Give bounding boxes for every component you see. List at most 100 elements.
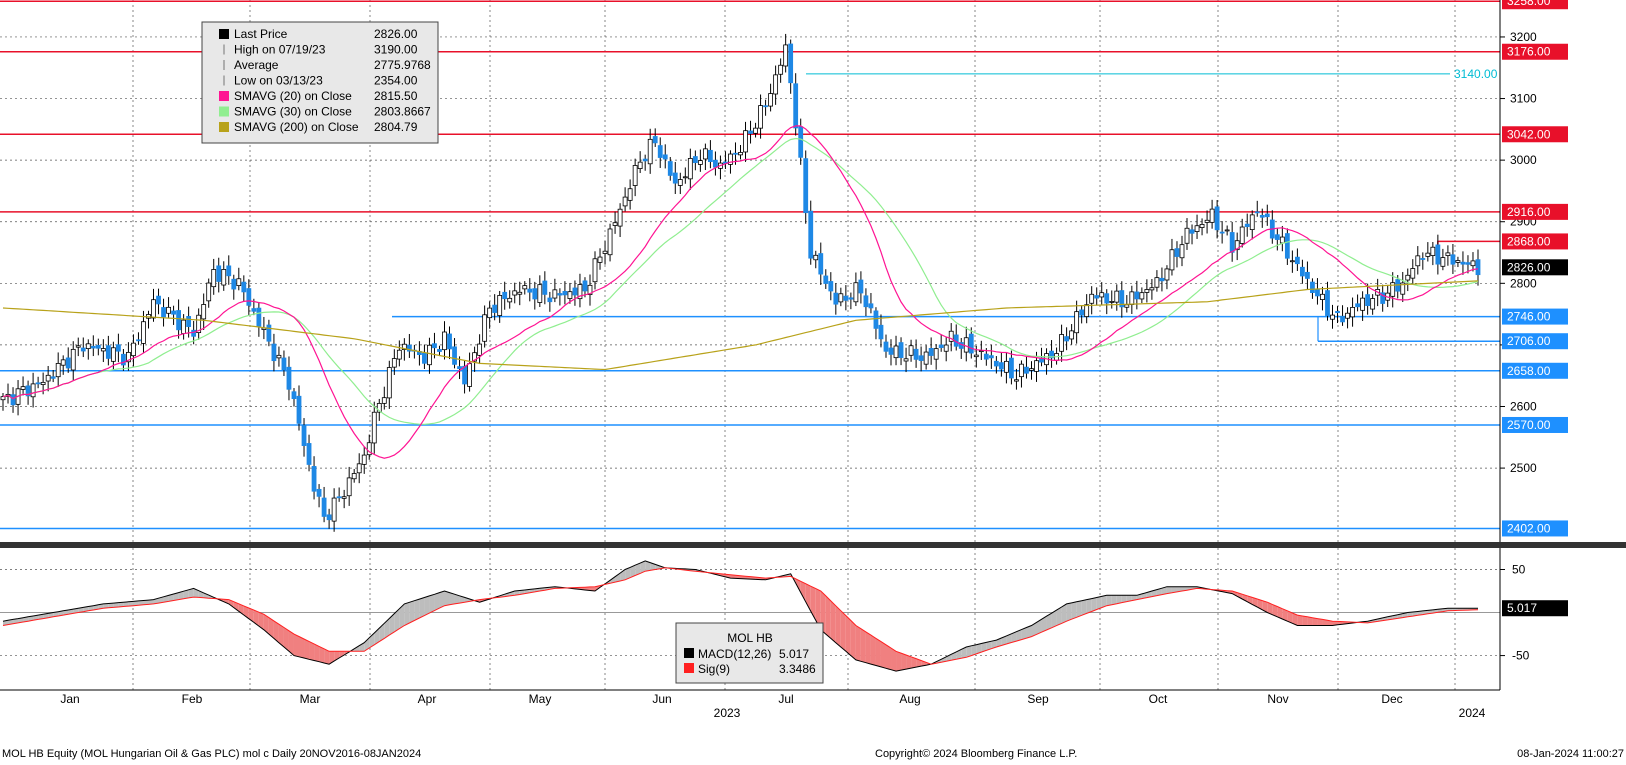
- candle-body: [45, 374, 51, 382]
- candle-body: [276, 354, 282, 359]
- year-label: 2024: [1459, 706, 1486, 720]
- candle-body: [226, 265, 232, 277]
- candle-body: [1079, 309, 1085, 316]
- price-tag: 2706.00: [1502, 333, 1568, 350]
- price-tag-label: 3042.00: [1507, 127, 1551, 141]
- macd-fill: [855, 625, 861, 662]
- macd-fill: [584, 586, 590, 591]
- legend-swatch: [219, 122, 229, 132]
- macd-fill: [168, 594, 174, 602]
- macd-fill: [454, 594, 460, 604]
- macd-fill: [28, 615, 34, 622]
- candle-body: [853, 282, 859, 303]
- candle-body: [783, 44, 789, 67]
- price-tick-label: 2600: [1510, 400, 1537, 414]
- candle-body: [798, 126, 804, 158]
- candle-body: [778, 64, 784, 75]
- candle-body: [1139, 292, 1145, 300]
- candle-body: [201, 304, 207, 320]
- macd-fill: [795, 578, 801, 593]
- macd-fill: [163, 595, 169, 603]
- macd-fill: [379, 623, 385, 642]
- candle-body: [216, 265, 222, 282]
- candle-body: [873, 310, 879, 329]
- macd-fill: [288, 630, 294, 656]
- macd-fill: [63, 609, 69, 616]
- candle-body: [773, 74, 779, 95]
- price-tick-label: 3200: [1510, 30, 1537, 44]
- macd-fill: [730, 574, 736, 579]
- candle-body: [1174, 248, 1180, 257]
- candle-body: [1390, 282, 1396, 297]
- candle-body: [582, 280, 588, 292]
- candle-body: [1470, 260, 1476, 267]
- candle-body: [1264, 213, 1270, 218]
- price-tick-label: 2500: [1510, 461, 1537, 475]
- macd-legend-value: 3.3486: [779, 662, 816, 676]
- candle-body: [95, 345, 101, 349]
- candle-body: [657, 145, 663, 158]
- candle-body: [406, 344, 412, 352]
- legend-label: Low on 03/13/23: [234, 74, 323, 88]
- macd-fill: [840, 610, 846, 652]
- macd-fill: [1242, 594, 1248, 602]
- candle-body: [306, 443, 312, 465]
- macd-fill: [93, 604, 99, 610]
- year-label: 2023: [714, 706, 741, 720]
- macd-fill: [268, 617, 274, 639]
- candle-body: [236, 278, 242, 287]
- candle-body: [20, 386, 26, 390]
- candle-body: [1159, 277, 1165, 282]
- macd-fill: [123, 601, 129, 607]
- candle-body: [707, 149, 713, 162]
- candle-body: [196, 314, 202, 333]
- candle-body: [1009, 357, 1014, 379]
- legend-value: 2815.50: [374, 89, 418, 103]
- macd-fill: [800, 581, 806, 602]
- macd-fill: [118, 602, 124, 607]
- candle-body: [1300, 266, 1305, 277]
- macd-legend-box: [675, 622, 824, 684]
- candle-body: [447, 333, 452, 350]
- month-label: Oct: [1149, 692, 1168, 706]
- candle-body: [768, 93, 774, 107]
- price-tag-label: 2706.00: [1507, 334, 1551, 348]
- macd-fill: [173, 592, 179, 601]
- candle-body: [1335, 311, 1340, 314]
- macd-legend-value: 5.017: [779, 647, 809, 661]
- candle-body: [492, 304, 498, 313]
- macd-fill: [108, 603, 114, 608]
- candle-body: [1310, 281, 1315, 293]
- candle-body: [171, 310, 176, 315]
- candle-body: [321, 497, 327, 517]
- candle-body: [692, 156, 698, 164]
- candle-body: [763, 105, 768, 108]
- candle-body: [386, 367, 392, 399]
- macd-fill: [1116, 595, 1122, 604]
- macd-fill: [1161, 586, 1167, 595]
- price-tag-label: 2746.00: [1507, 310, 1551, 324]
- macd-fill: [1292, 612, 1298, 626]
- macd-fill: [1297, 615, 1303, 626]
- candle-body: [1204, 219, 1210, 223]
- candle-body: [1254, 211, 1260, 214]
- candle-body: [346, 477, 352, 497]
- price-tick-label: 3100: [1510, 92, 1537, 106]
- candle-body: [803, 158, 809, 214]
- candle-body: [748, 130, 753, 134]
- candle-body: [1169, 249, 1175, 271]
- macd-tick-label: -50: [1512, 649, 1530, 663]
- candle-body: [361, 454, 367, 465]
- candle-body: [1330, 314, 1335, 320]
- macd-fill: [53, 611, 59, 617]
- macd-fill: [83, 606, 89, 612]
- macd-fill: [941, 656, 947, 663]
- macd-fill: [359, 642, 365, 652]
- footer-timestamp: 08-Jan-2024 11:00:27: [1517, 748, 1624, 760]
- macd-fill: [655, 564, 661, 570]
- candle-body: [1219, 231, 1225, 234]
- macd-fill: [815, 588, 821, 630]
- candle-body: [25, 385, 31, 397]
- macd-fill: [1417, 610, 1423, 616]
- legend-swatch: [219, 29, 229, 39]
